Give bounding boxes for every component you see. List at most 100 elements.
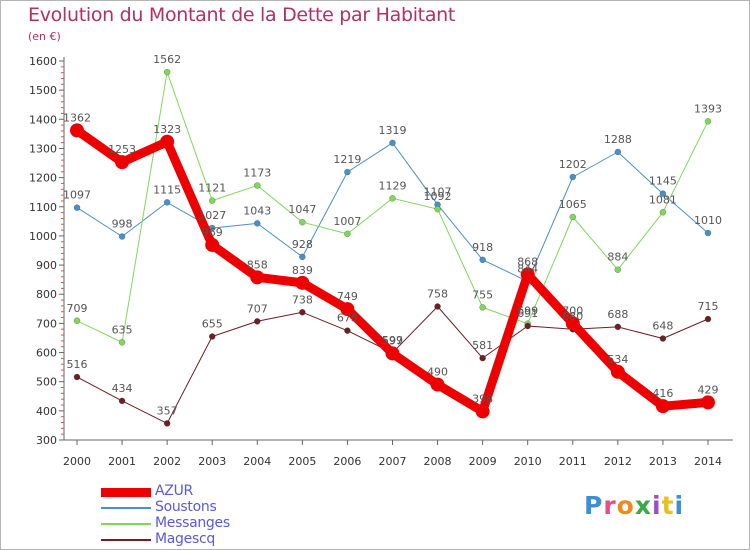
x-tick-label: 2010 — [514, 455, 542, 468]
data-label-magescq: 655 — [202, 318, 223, 331]
data-point-magescq — [254, 318, 261, 325]
data-point-azur — [385, 346, 400, 361]
data-point-azur — [475, 404, 490, 419]
y-tick-label: 900 — [36, 259, 57, 272]
logo-letter: r — [603, 491, 617, 520]
data-point-messanges — [73, 317, 81, 325]
data-point-messanges — [254, 182, 261, 189]
data-point-soustons — [569, 173, 577, 181]
data-point-messanges — [118, 339, 126, 346]
data-point-messanges — [659, 209, 667, 216]
x-tick-label: 2009 — [469, 455, 497, 468]
y-tick-label: 500 — [36, 376, 57, 389]
data-point-azur — [655, 399, 670, 414]
data-point-messanges — [389, 195, 396, 202]
data-point-messanges — [614, 266, 622, 273]
data-point-magescq — [208, 333, 216, 340]
data-label-soustons: 1145 — [649, 175, 677, 188]
data-point-azur — [565, 316, 580, 331]
data-point-soustons — [344, 168, 351, 176]
data-point-soustons — [163, 199, 171, 206]
data-point-messanges — [434, 205, 441, 213]
data-point-messanges — [479, 304, 486, 311]
data-label-azur: 700 — [562, 304, 583, 317]
data-label-soustons: 1219 — [333, 153, 361, 166]
data-label-magescq: 691 — [517, 307, 538, 320]
data-label-azur: 749 — [337, 290, 358, 303]
data-point-magescq — [299, 309, 306, 316]
y-tick-label: 800 — [36, 288, 57, 301]
y-tick-label: 1400 — [29, 113, 57, 126]
data-label-soustons: 1115 — [153, 183, 181, 196]
data-point-soustons — [704, 229, 712, 237]
data-label-messanges: 1173 — [243, 166, 271, 179]
data-label-messanges: 1047 — [288, 203, 316, 216]
y-tick-label: 1100 — [29, 201, 57, 214]
data-point-azur — [295, 275, 310, 290]
data-point-soustons — [389, 139, 396, 147]
y-tick-label: 1000 — [29, 230, 57, 243]
data-point-azur — [205, 237, 220, 252]
data-label-soustons: 844 — [517, 262, 538, 275]
chart-unit: (en €) — [28, 30, 61, 43]
data-point-messanges — [299, 218, 306, 226]
x-tick-label: 2005 — [288, 455, 316, 468]
data-label-magescq: 675 — [337, 312, 358, 325]
data-label-messanges: 1092 — [424, 190, 452, 203]
legend-swatch — [101, 523, 151, 525]
data-label-azur: 534 — [607, 353, 628, 366]
x-tick-label: 2000 — [63, 455, 91, 468]
data-label-magescq: 599 — [382, 334, 403, 347]
logo-letter: x — [634, 491, 652, 520]
data-label-magescq: 715 — [697, 300, 718, 313]
x-tick-label: 2001 — [108, 455, 136, 468]
y-tick-label: 700 — [36, 317, 57, 330]
legend-swatch — [101, 507, 151, 509]
data-label-soustons: 928 — [292, 238, 313, 251]
legend-swatch — [101, 487, 151, 497]
data-point-magescq — [524, 322, 531, 330]
data-label-soustons: 1097 — [63, 189, 91, 202]
data-label-messanges: 1007 — [333, 215, 361, 228]
data-point-azur — [340, 302, 355, 317]
proxiti-logo: Proxiti — [584, 491, 684, 520]
y-tick-label: 600 — [36, 347, 57, 360]
legend-label: Messanges — [155, 515, 230, 531]
data-point-magescq — [704, 315, 712, 323]
logo-letter: i — [674, 491, 685, 520]
x-tick-label: 2007 — [378, 455, 406, 468]
data-label-soustons: 1202 — [559, 158, 587, 171]
logo-letter: o — [616, 491, 635, 520]
data-point-magescq — [118, 397, 126, 405]
data-point-magescq — [659, 335, 667, 342]
data-point-azur — [430, 377, 445, 392]
x-tick-label: 2012 — [604, 455, 632, 468]
data-label-azur: 416 — [652, 387, 673, 400]
x-tick-label: 2002 — [153, 455, 181, 468]
data-label-magescq: 581 — [472, 339, 493, 352]
data-label-messanges: 1393 — [694, 102, 722, 115]
data-label-magescq: 738 — [292, 293, 313, 306]
y-tick-label: 1600 — [29, 55, 57, 68]
x-tick-label: 2006 — [333, 455, 361, 468]
legend-label: Soustons — [155, 499, 217, 515]
data-point-messanges — [344, 230, 351, 238]
data-label-soustons: 1319 — [378, 124, 406, 137]
data-label-soustons: 918 — [472, 241, 493, 254]
data-label-soustons: 1010 — [694, 214, 722, 227]
data-point-azur — [160, 134, 175, 149]
data-label-azur: 839 — [292, 264, 313, 277]
data-point-soustons — [73, 204, 81, 211]
data-point-soustons — [614, 148, 622, 156]
data-label-messanges: 1065 — [559, 198, 587, 211]
y-tick-label: 1500 — [29, 84, 57, 97]
data-label-magescq: 688 — [607, 308, 628, 321]
data-label-azur: 1362 — [63, 111, 91, 124]
logo-letter: i — [652, 491, 662, 520]
data-point-azur — [520, 267, 535, 282]
data-point-magescq — [479, 354, 486, 362]
data-label-messanges: 755 — [472, 288, 493, 301]
data-point-messanges — [569, 213, 577, 221]
